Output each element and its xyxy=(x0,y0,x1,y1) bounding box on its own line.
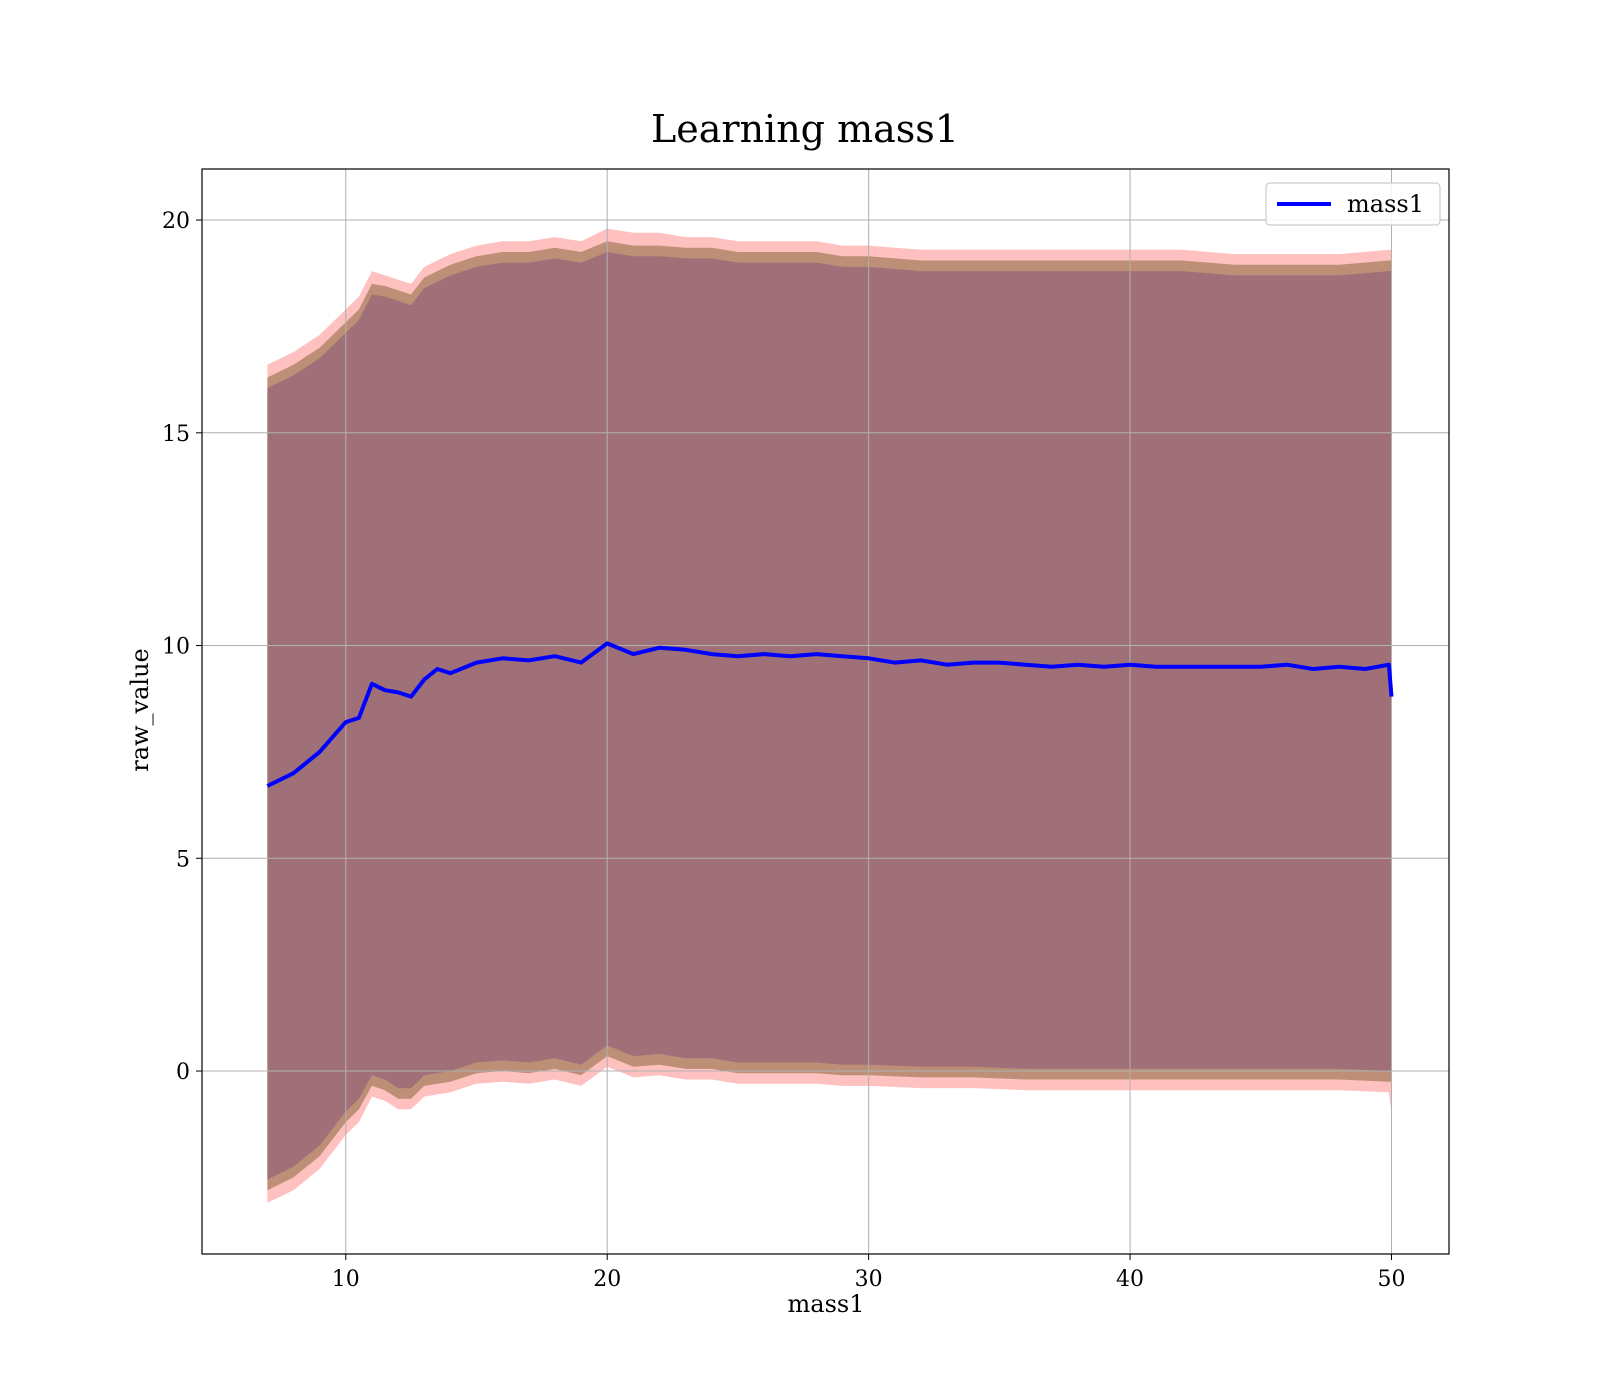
x-axis-ticks: 10 20 30 40 50 xyxy=(332,1254,1405,1292)
chart-title: Learning mass1 xyxy=(651,107,959,151)
y-tick-label: 5 xyxy=(176,847,190,872)
confidence-band-3 xyxy=(267,252,1392,1180)
y-tick-label: 20 xyxy=(162,209,190,234)
grid xyxy=(202,169,1449,1254)
x-axis-label: mass1 xyxy=(788,1290,865,1318)
x-tick-label: 20 xyxy=(593,1267,621,1292)
x-tick-label: 10 xyxy=(332,1267,360,1292)
plot-frame xyxy=(201,168,1450,1255)
y-axis-label: raw_value xyxy=(126,648,154,772)
y-axis-ticks: 0 5 10 15 20 xyxy=(162,209,202,1085)
legend-box xyxy=(1265,182,1441,226)
y-tick-label: 15 xyxy=(162,422,190,447)
x-tick-label: 50 xyxy=(1377,1267,1405,1292)
legend-label: mass1 xyxy=(1347,190,1424,218)
y-tick-label: 0 xyxy=(176,1060,190,1085)
legend: mass1 xyxy=(1265,182,1441,226)
confidence-bands xyxy=(267,228,1392,1203)
series-lines xyxy=(266,641,1394,788)
y-tick-label: 10 xyxy=(162,635,190,660)
x-tick-label: 40 xyxy=(1116,1267,1144,1292)
series-line-mass1 xyxy=(266,641,1394,788)
x-tick-label: 30 xyxy=(855,1267,883,1292)
